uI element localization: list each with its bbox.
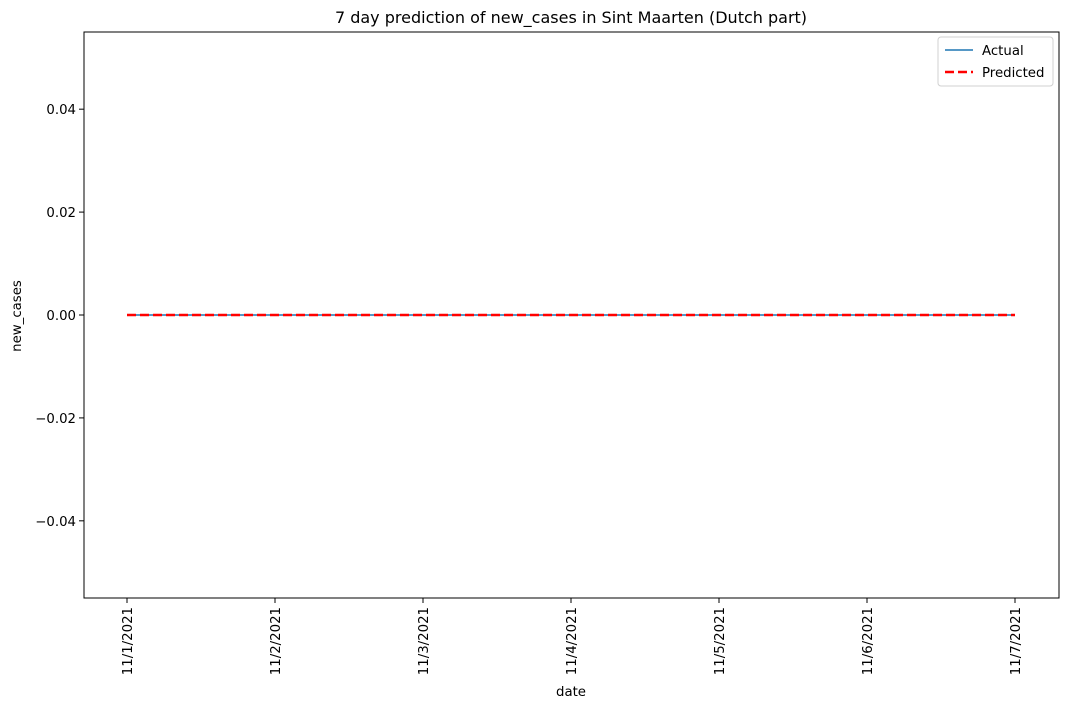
x-axis-title: date bbox=[556, 685, 586, 700]
y-tick-label: 0.02 bbox=[46, 206, 76, 221]
x-tick-label: 11/6/2021 bbox=[861, 607, 876, 675]
y-axis-title: new_cases bbox=[10, 280, 25, 352]
chart-title: 7 day prediction of new_cases in Sint Ma… bbox=[335, 8, 807, 28]
plot-area: −0.04 −0.02 0.00 0.02 0.04 11/1/2021 11/2/2021… bbox=[35, 31, 1060, 675]
y-tick-label: −0.02 bbox=[35, 412, 76, 427]
x-tick-label: 11/1/2021 bbox=[121, 607, 136, 675]
legend-label-actual: Actual bbox=[982, 44, 1024, 59]
legend-label-predicted: Predicted bbox=[982, 66, 1044, 81]
legend: Actual Predicted bbox=[937, 36, 1054, 87]
y-tick-label: 0.04 bbox=[46, 103, 76, 118]
y-tick-label: 0.00 bbox=[46, 309, 76, 324]
x-tick-label: 11/2/2021 bbox=[269, 607, 284, 675]
x-tick-label: 11/5/2021 bbox=[713, 607, 728, 675]
x-tick-label: 11/4/2021 bbox=[565, 607, 580, 675]
x-tick-label: 11/3/2021 bbox=[417, 607, 432, 675]
x-tick-label: 11/7/2021 bbox=[1009, 607, 1024, 675]
y-tick-label: −0.04 bbox=[35, 515, 76, 530]
